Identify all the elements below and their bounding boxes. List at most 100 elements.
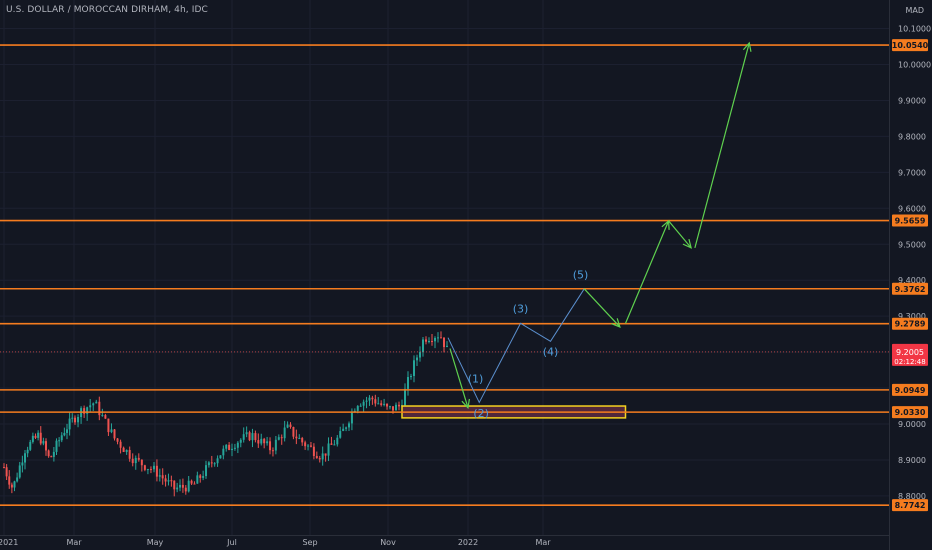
level-lines <box>0 44 889 506</box>
candle <box>158 475 161 477</box>
candle <box>269 441 272 451</box>
candle <box>416 357 418 361</box>
candle <box>289 424 292 428</box>
candle <box>5 467 8 477</box>
candle <box>98 401 101 416</box>
candle <box>213 463 216 465</box>
candle <box>422 339 424 353</box>
candle <box>431 341 433 343</box>
candle <box>184 487 187 492</box>
candle <box>318 458 321 460</box>
candle <box>440 337 442 339</box>
price-tick-label: 9.4000 <box>898 276 926 285</box>
candle <box>140 459 143 466</box>
candle <box>50 456 53 458</box>
candle <box>77 417 80 423</box>
candle <box>383 403 386 405</box>
candle <box>292 427 295 437</box>
candle <box>277 437 280 440</box>
candle <box>104 415 107 419</box>
candle <box>222 448 225 456</box>
currency-label: MAD <box>905 6 924 15</box>
candle <box>119 441 122 448</box>
candle <box>68 418 71 430</box>
price-tick-label: 10.1000 <box>898 25 931 34</box>
candle <box>286 424 289 428</box>
candle <box>404 388 406 406</box>
candle <box>368 397 371 401</box>
candle <box>42 441 45 444</box>
candle <box>398 404 400 407</box>
candle <box>216 458 219 464</box>
arrow-head <box>682 238 693 249</box>
level-price-label: 9.3762 <box>895 285 926 294</box>
level-price-label: 10.0540 <box>892 41 929 50</box>
candle <box>128 449 131 459</box>
candle <box>248 432 251 441</box>
candle <box>266 441 269 444</box>
candle <box>89 405 92 408</box>
candle <box>181 484 184 488</box>
candle <box>193 483 196 485</box>
candle <box>152 465 155 470</box>
candle <box>74 417 77 423</box>
time-tick-label: Mar <box>66 538 82 547</box>
candle <box>321 453 324 460</box>
candle <box>39 432 42 444</box>
candle <box>242 434 245 440</box>
candle <box>190 480 193 484</box>
candle <box>164 478 167 482</box>
candle <box>371 397 374 400</box>
candle <box>254 433 257 441</box>
candle <box>386 403 389 407</box>
candle <box>336 437 339 445</box>
candle <box>202 476 205 478</box>
level-price-tag <box>892 317 928 330</box>
candle <box>143 465 146 470</box>
candle <box>410 375 412 378</box>
level-price-label: 8.7742 <box>895 501 926 510</box>
candle <box>327 443 330 456</box>
wave-label: (5) <box>573 268 589 281</box>
candle <box>95 401 98 404</box>
candle <box>110 429 113 433</box>
projection-arrow <box>668 220 692 249</box>
candle <box>425 339 427 342</box>
wave-label: (2) <box>473 407 489 420</box>
time-tick-label: Sep <box>302 538 317 547</box>
arrow-head <box>461 398 470 410</box>
level-price-label: 9.0949 <box>895 386 926 395</box>
candle <box>301 438 304 443</box>
candle <box>413 360 415 376</box>
candle <box>131 458 134 464</box>
candle <box>34 435 37 438</box>
candle <box>389 406 391 408</box>
candle <box>137 457 140 460</box>
wave-projection-path <box>447 288 585 404</box>
projection-arrow <box>583 288 621 328</box>
level-price-tag <box>892 406 928 419</box>
candle <box>10 484 13 488</box>
candle <box>330 443 333 445</box>
symbol-title: U.S. DOLLAR / MOROCCAN DIRHAM, 4h, IDC <box>6 5 208 15</box>
candle <box>443 337 445 348</box>
candle <box>392 406 394 411</box>
level-price-label: 9.2789 <box>895 320 926 329</box>
time-tick-label: 2022 <box>458 538 478 547</box>
candle <box>205 465 208 477</box>
candle <box>29 441 32 450</box>
candle <box>86 407 89 414</box>
price-tick-label: 9.3000 <box>898 312 926 321</box>
candle <box>107 418 110 433</box>
candle <box>312 446 315 456</box>
candle <box>31 435 34 442</box>
candle <box>26 449 29 454</box>
price-tick-label: 8.9000 <box>898 456 926 465</box>
price-tick-label: 9.7000 <box>898 168 926 177</box>
candle <box>149 469 152 471</box>
candle <box>37 432 40 438</box>
level-price-tag <box>892 39 928 52</box>
candle <box>339 431 342 438</box>
